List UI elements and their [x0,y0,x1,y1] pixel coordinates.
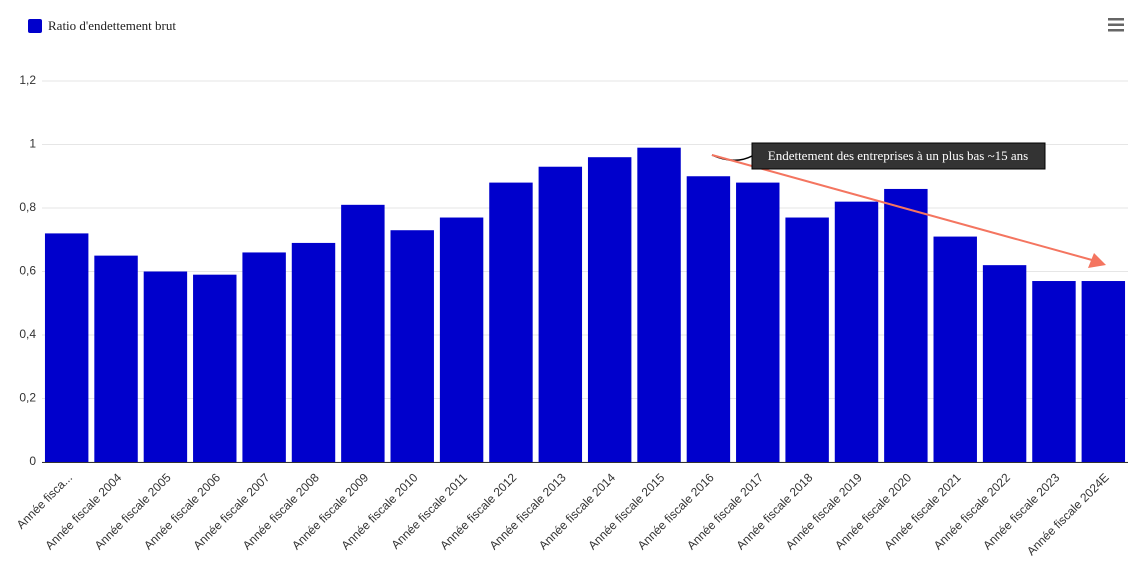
legend-label: Ratio d'endettement brut [48,18,176,33]
bar [489,182,533,462]
menu-icon[interactable] [1108,18,1124,32]
annotation-box [751,142,1046,170]
bar [686,176,731,462]
trend-arrow [711,154,1093,261]
bar [785,217,829,462]
bar [291,242,336,462]
trend-arrow-head [1088,253,1106,268]
bar [341,204,385,462]
bar [637,147,681,463]
bar [439,217,484,462]
y-tick-label: 1,2 [19,73,36,87]
bar [1081,281,1126,462]
bar [933,236,977,462]
bar [538,166,583,462]
bar [390,230,434,462]
menu-bar [1108,18,1124,21]
y-tick-label: 1 [29,137,36,151]
bar [143,271,188,462]
y-tick-label: 0,8 [19,200,36,214]
y-tick-label: 0 [29,454,36,468]
bar [982,265,1027,462]
bar [1032,281,1076,462]
x-tick-label: Année fiscale 2024E [1024,470,1112,558]
bar [834,201,879,462]
y-tick-label: 0,2 [19,391,36,405]
y-tick-label: 0,6 [19,264,36,278]
bar [736,182,780,462]
bar [94,255,138,462]
menu-bar [1108,23,1124,26]
bar [587,157,632,462]
menu-bar [1108,29,1124,32]
bar [242,252,286,462]
y-tick-label: 0,4 [19,327,36,341]
bar [44,233,89,462]
bar [884,188,928,462]
legend-swatch [28,19,42,33]
annotation-text: Endettement des entreprises à un plus ba… [768,148,1028,163]
bar [193,274,237,462]
